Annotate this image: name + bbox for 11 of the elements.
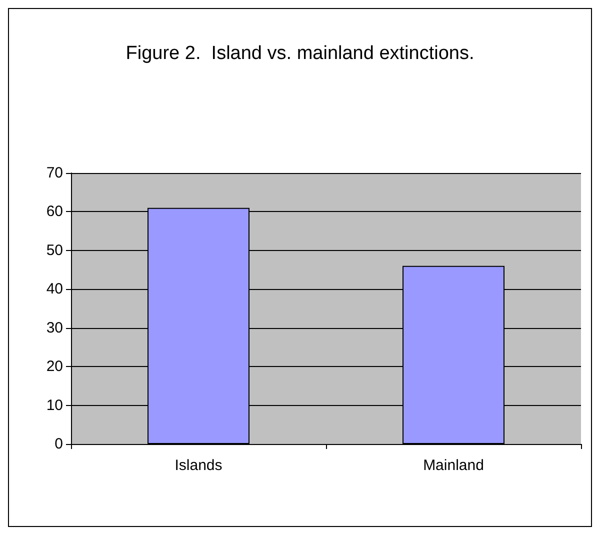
y-tick-label: 60 (46, 203, 63, 220)
y-tick-label: 30 (46, 319, 63, 336)
y-tick-label: 50 (46, 242, 63, 259)
chart-title: Figure 2. Island vs. mainland extinctions. (126, 43, 474, 64)
y-tick-label: 0 (54, 436, 63, 452)
x-tick-label: Mainland (423, 457, 484, 474)
y-tick-label: 40 (46, 280, 63, 298)
y-tick-label: 10 (46, 396, 63, 414)
y-tick-label: 70 (46, 164, 63, 182)
x-tick-label: Islands (174, 457, 222, 474)
y-tick-label: 20 (46, 358, 63, 376)
